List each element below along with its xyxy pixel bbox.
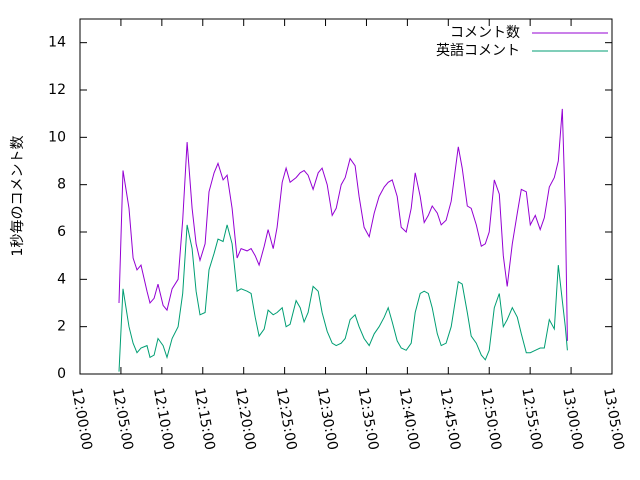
x-tick-label: 12:20:00 xyxy=(232,387,259,452)
legend-label: コメント数 xyxy=(450,25,520,41)
y-tick-label: 0 xyxy=(57,366,66,382)
data-line xyxy=(118,108,568,341)
legend-label: 英語コメント xyxy=(436,42,520,59)
x-tick-label: 12:55:00 xyxy=(518,387,545,452)
y-tick-label: 6 xyxy=(57,224,66,240)
x-tick-label: 13:00:00 xyxy=(559,387,586,452)
y-tick-label: 12 xyxy=(48,82,66,98)
y-tick-label: 2 xyxy=(57,319,66,335)
x-tick-label: 12:35:00 xyxy=(355,387,382,452)
x-tick-label: 12:30:00 xyxy=(314,387,341,452)
x-tick-label: 12:10:00 xyxy=(150,387,177,452)
x-tick-label: 12:15:00 xyxy=(191,387,218,452)
x-tick-label: 12:25:00 xyxy=(273,387,300,452)
x-tick-label: 12:05:00 xyxy=(109,387,136,452)
y-tick-label: 14 xyxy=(48,35,66,51)
y-tick-label: 4 xyxy=(57,271,66,287)
y-axis-label: 1秒毎のコメント数 xyxy=(10,136,26,257)
x-tick-label: 12:00:00 xyxy=(68,387,95,452)
x-tick-label: 13:05:00 xyxy=(600,387,627,452)
y-tick-label: 8 xyxy=(57,177,66,193)
x-tick-label: 12:40:00 xyxy=(396,387,423,452)
data-line xyxy=(118,224,568,372)
plot-frame xyxy=(79,18,613,375)
y-tick-label: 10 xyxy=(48,129,66,145)
x-tick-label: 12:50:00 xyxy=(477,387,504,452)
x-tick-label: 12:45:00 xyxy=(436,387,463,452)
